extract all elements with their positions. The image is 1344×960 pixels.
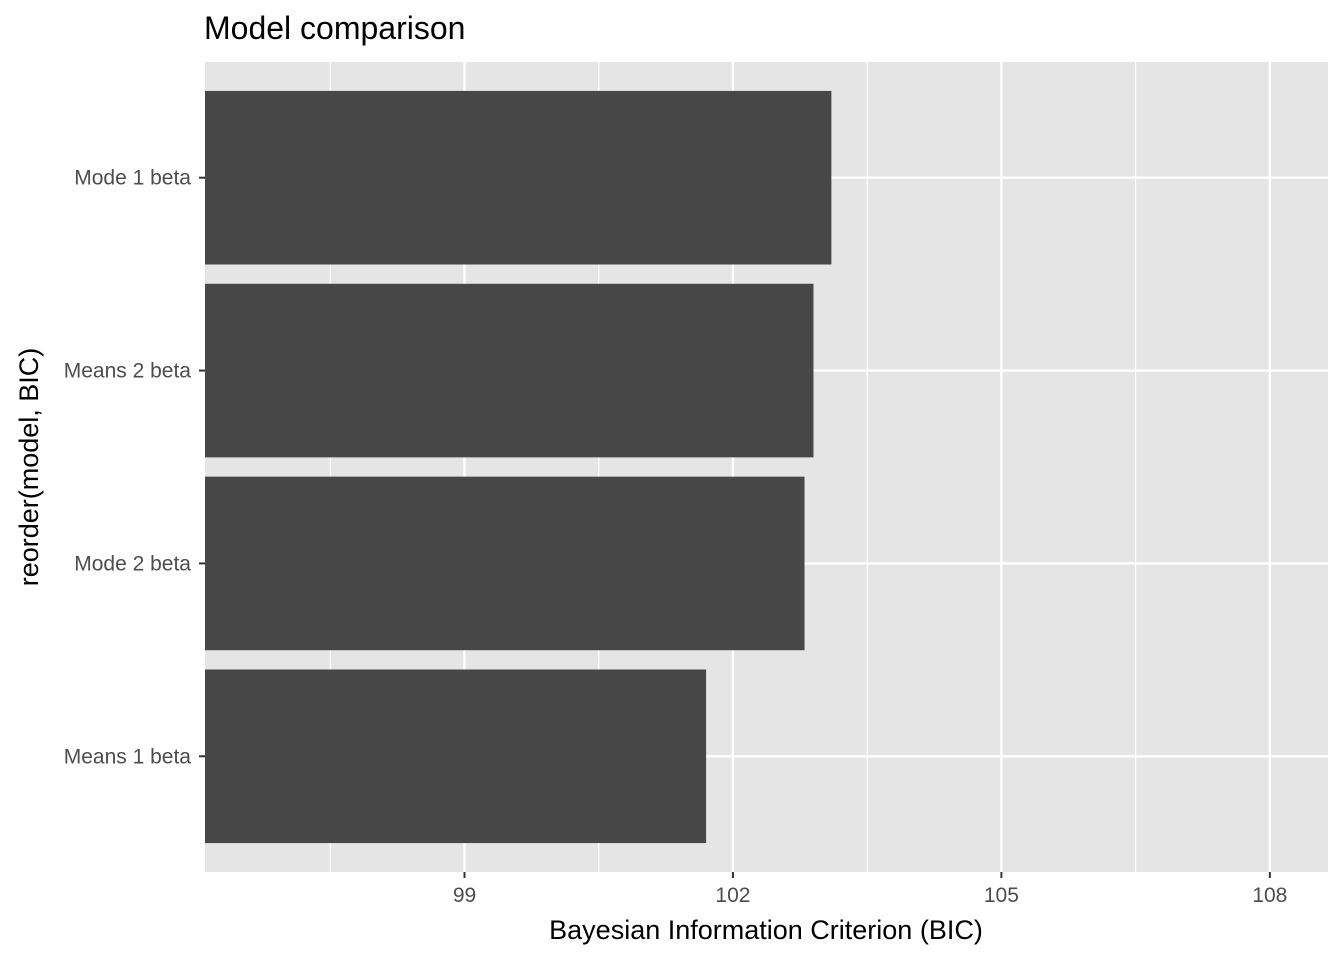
y-tick-label: Mode 1 beta [74,167,191,190]
x-tick-label: 99 [453,884,476,907]
x-axis-title: Bayesian Information Criterion (BIC) [549,915,983,945]
bar-layer [205,90,832,844]
bar [205,476,805,651]
x-tick-label: 108 [1252,884,1287,907]
bar [205,283,814,458]
x-tick-label: 102 [715,884,750,907]
axis-layer: Means 1 beta Mode 2 beta Means 2 beta Mode … [64,167,1288,907]
bar [205,90,832,265]
y-axis-title: reorder(model, BIC) [14,348,44,587]
bar [205,669,707,844]
y-tick-label: Means 2 beta [64,360,192,383]
y-tick-label: Mode 2 beta [74,552,191,575]
x-tick-label: 105 [984,884,1019,907]
chart-title: Model comparison [204,10,465,46]
y-tick-label: Means 1 beta [64,745,192,768]
